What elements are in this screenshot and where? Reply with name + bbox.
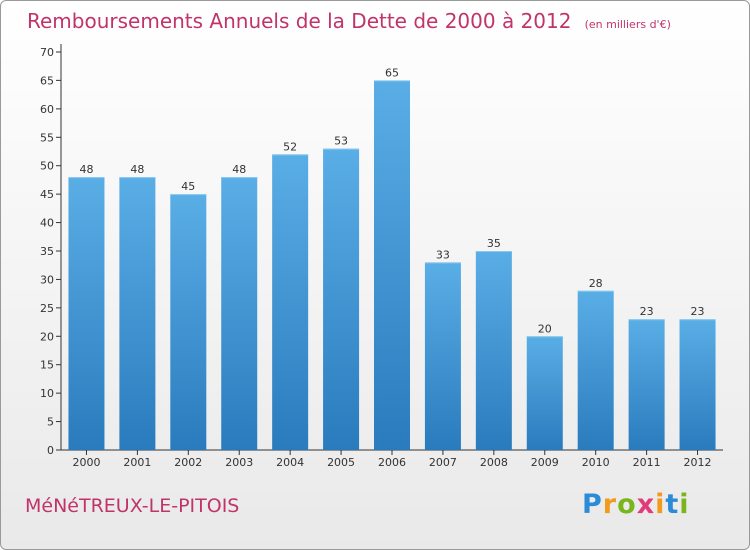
- axes: 0 5 10 15 20 25 30 35 40 45 50 55 60 65 70: [40, 44, 723, 457]
- logo-letter: i: [655, 489, 666, 520]
- x-tick-label: 2000: [72, 456, 100, 469]
- logo-letter: i: [679, 489, 690, 520]
- logo-letter: P: [582, 489, 603, 520]
- data-label: 48: [232, 163, 246, 176]
- y-tick-label: 30: [40, 273, 54, 286]
- y-tick-label: 55: [40, 131, 54, 144]
- y-tick-label: 5: [47, 416, 54, 429]
- x-tick-label: 2012: [684, 456, 712, 469]
- bar: [68, 177, 105, 451]
- y-tick-label: 0: [47, 444, 54, 457]
- data-label: 65: [385, 66, 399, 79]
- chart-subtitle: (en milliers d'€): [584, 18, 671, 31]
- y-tick-label: 65: [40, 74, 54, 87]
- x-tick-label: 2009: [531, 456, 559, 469]
- data-label: 52: [283, 140, 297, 153]
- y-tick-label: 20: [40, 330, 54, 343]
- labels: 48 2000 48 2001 45 2002 48 2003 52 2004 53 2005 65 20…: [72, 66, 711, 469]
- bars: [68, 80, 716, 451]
- bar: [577, 290, 614, 450]
- data-label: 53: [334, 135, 348, 148]
- y-tick-label: 35: [40, 245, 54, 258]
- bar: [374, 80, 410, 450]
- bar: [526, 336, 563, 450]
- bar: [119, 177, 156, 451]
- logo-letter: t: [665, 489, 680, 520]
- y-tick-label: 40: [40, 217, 54, 230]
- data-label: 48: [130, 163, 144, 176]
- x-tick-label: 2005: [327, 456, 355, 469]
- y-tick-label: 60: [40, 103, 54, 116]
- bar: [170, 194, 207, 450]
- data-label: 33: [436, 248, 450, 261]
- chart-title: Remboursements Annuels de la Dette de 20…: [27, 9, 572, 33]
- data-label: 48: [79, 163, 93, 176]
- bar: [475, 251, 512, 450]
- y-tick-label: 50: [40, 160, 54, 173]
- y-tick-label: 10: [40, 387, 54, 400]
- y-tick-label: 25: [40, 302, 54, 315]
- title-row: Remboursements Annuels de la Dette de 20…: [27, 9, 671, 33]
- x-tick-label: 2004: [276, 456, 304, 469]
- bar: [628, 319, 665, 450]
- x-tick-label: 2007: [429, 456, 457, 469]
- x-tick-label: 2010: [582, 456, 610, 469]
- x-tick-label: 2011: [633, 456, 661, 469]
- logo-letter: x: [636, 489, 656, 520]
- x-tick-label: 2002: [174, 456, 202, 469]
- y-tick-label: 70: [40, 46, 54, 59]
- logo-letter: r: [602, 489, 618, 520]
- bar: [323, 148, 360, 450]
- data-label: 35: [487, 237, 501, 250]
- x-tick-label: 2003: [225, 456, 253, 469]
- logo-letter: o: [617, 489, 637, 520]
- bar: [424, 262, 461, 450]
- x-tick-label: 2001: [123, 456, 151, 469]
- data-label: 20: [538, 322, 552, 335]
- y-tick-label: 45: [40, 188, 54, 201]
- data-label: 23: [691, 305, 705, 318]
- y-tick-label: 15: [40, 359, 54, 372]
- bar: [679, 319, 716, 450]
- town-name: MéNéTREUX-LE-PITOIS: [25, 495, 240, 517]
- bar: [272, 154, 309, 451]
- bar: [221, 177, 258, 451]
- data-label: 23: [640, 305, 654, 318]
- proxiti-logo[interactable]: Proxiti: [582, 489, 690, 520]
- x-tick-label: 2006: [378, 456, 406, 469]
- data-label: 28: [589, 277, 603, 290]
- data-label: 45: [181, 180, 195, 193]
- x-tick-label: 2008: [480, 456, 508, 469]
